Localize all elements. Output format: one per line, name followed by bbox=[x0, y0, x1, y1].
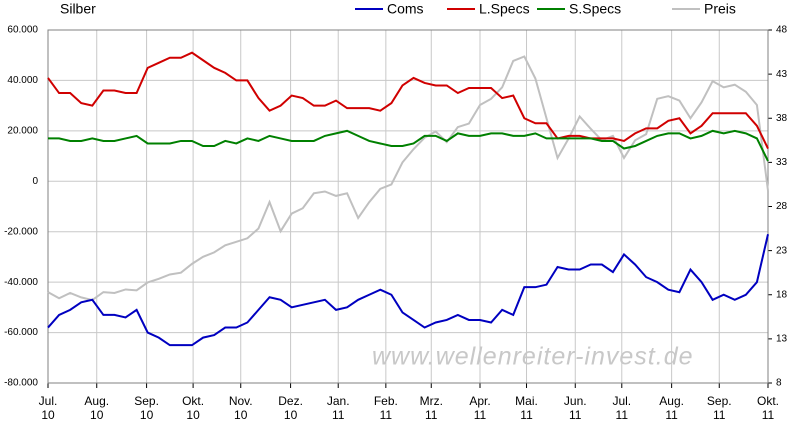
x-tick-label: Feb. 11 bbox=[373, 394, 398, 422]
plot-frame bbox=[47, 29, 769, 384]
x-tick-label: Nov. 10 bbox=[228, 394, 253, 422]
series-line bbox=[48, 129, 769, 162]
x-tick-label: Okt. 10 bbox=[182, 394, 205, 422]
y-tick-label: -60.000 bbox=[4, 327, 38, 338]
y-tick-label: 40.000 bbox=[7, 75, 38, 86]
y2-tick-label: 8 bbox=[776, 378, 782, 389]
legend-label: Preis bbox=[704, 1, 736, 17]
y-tick-label: 0 bbox=[32, 176, 38, 187]
chart-title: Silber bbox=[60, 1, 96, 17]
y-tick-label: -40.000 bbox=[4, 277, 38, 288]
y2-tick-label: 13 bbox=[776, 334, 788, 345]
watermark: www.wellenreiter-invest.de bbox=[372, 343, 694, 371]
x-tick-label: Jan. 11 bbox=[326, 394, 350, 422]
y-tick-label: 60.000 bbox=[7, 25, 38, 36]
x-tick-label: Jun. 11 bbox=[563, 394, 587, 422]
y2-tick-label: 38 bbox=[776, 113, 788, 124]
x-tick-label: Aug. 11 bbox=[659, 394, 684, 422]
series-line bbox=[47, 234, 769, 347]
y2-tick-label: 23 bbox=[776, 245, 788, 256]
x-tick-label: Jul. 10 bbox=[38, 394, 58, 422]
y-tick-label: 20.000 bbox=[7, 125, 38, 136]
legend-label: L.Specs bbox=[479, 1, 530, 17]
x-tick-label: Apr. 11 bbox=[469, 394, 491, 422]
y-tick-label: -80.000 bbox=[4, 378, 38, 389]
y2-tick-label: 43 bbox=[776, 69, 788, 80]
series-line bbox=[47, 51, 769, 149]
legend-label: S.Specs bbox=[569, 1, 621, 17]
x-tick-label: Sep. 11 bbox=[706, 394, 732, 422]
x-tick-label: Jul. 11 bbox=[612, 394, 632, 422]
x-tick-label: Mrz. 11 bbox=[419, 394, 443, 422]
y2-tick-label: 33 bbox=[776, 157, 788, 168]
x-tick-label: Okt. 11 bbox=[756, 394, 779, 422]
legend-label: Coms bbox=[387, 1, 424, 17]
y-tick-label: -20.000 bbox=[4, 226, 38, 237]
x-tick-label: Sep. 10 bbox=[134, 394, 159, 422]
x-tick-label: Dez. 10 bbox=[278, 394, 303, 422]
x-tick-label: Mai. 11 bbox=[515, 394, 538, 422]
series-line bbox=[47, 55, 769, 302]
y2-tick-label: 28 bbox=[776, 201, 788, 212]
x-tick-label: Aug. 10 bbox=[84, 394, 110, 422]
y2-tick-label: 48 bbox=[776, 25, 788, 36]
y2-tick-label: 18 bbox=[776, 289, 788, 300]
